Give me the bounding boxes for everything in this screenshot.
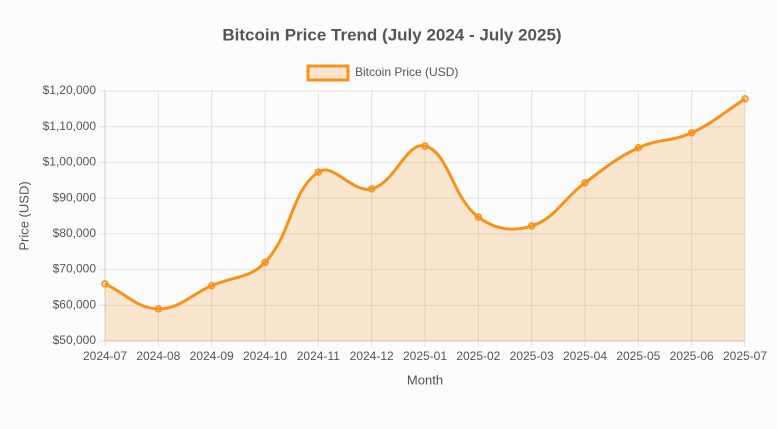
x-tick-label: 2025-03 — [510, 349, 554, 363]
x-tick-label: 2025-01 — [403, 349, 447, 363]
y-tick-label: $90,000 — [53, 190, 97, 204]
line — [104, 97, 746, 311]
legend-swatch — [306, 64, 350, 82]
area — [105, 98, 745, 341]
x-tick-label: 2025-05 — [616, 349, 660, 363]
y-tick-label: $50,000 — [53, 333, 97, 347]
y-tick-label: $70,000 — [53, 262, 97, 276]
point — [741, 95, 749, 103]
y-tick-label: $1,20,000 — [43, 83, 97, 97]
point — [687, 129, 696, 137]
point — [581, 179, 589, 187]
point — [207, 281, 216, 290]
point — [314, 168, 323, 176]
x-tick-label: 2024-12 — [350, 349, 394, 363]
x-tick-label: 2024-11 — [297, 349, 340, 363]
legend-label: Bitcoin Price (USD) — [355, 65, 458, 79]
y-tick-label: $80,000 — [53, 226, 97, 240]
chart-title: Bitcoin Price Trend (July 2024 - July 20… — [222, 25, 561, 44]
point — [527, 222, 536, 230]
point — [101, 280, 109, 288]
x-tick-label: 2025-07 — [723, 349, 767, 363]
y-tick-label: $1,00,000 — [43, 155, 97, 169]
point — [154, 305, 163, 313]
point — [367, 185, 376, 193]
x-tick-label: 2024-08 — [136, 349, 180, 363]
y-axis-title: Price (USD) — [16, 181, 31, 250]
x-axis-title: Month — [407, 372, 443, 387]
point — [261, 258, 269, 267]
x-tick-label: 2025-02 — [456, 349, 500, 363]
x-tick-label: 2024-10 — [243, 349, 287, 363]
x-tick-label: 2024-09 — [190, 349, 234, 363]
x-tick-label: 2024-07 — [83, 349, 127, 363]
point — [474, 213, 483, 221]
x-tick-label: 2025-06 — [670, 349, 714, 363]
y-tick-label: $1,10,000 — [43, 119, 97, 133]
x-tick-label: 2025-04 — [563, 349, 607, 363]
point — [421, 142, 429, 150]
y-tick-label: $60,000 — [53, 297, 97, 311]
point — [634, 144, 643, 152]
